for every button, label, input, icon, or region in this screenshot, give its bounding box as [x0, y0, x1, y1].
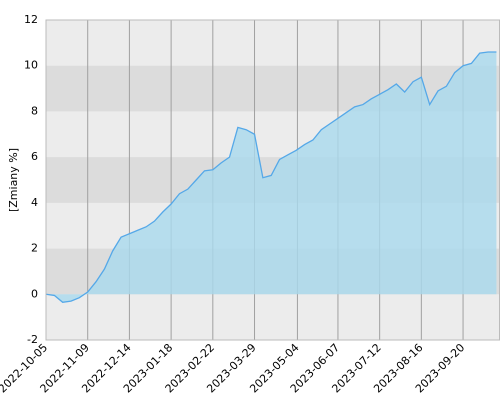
y-tick-label: 8: [31, 104, 38, 117]
area-line: [45, 51, 497, 303]
y-tick-label: 4: [31, 196, 38, 209]
y-tick-label: 2: [31, 242, 38, 255]
y-tick-label: 0: [31, 287, 38, 300]
y-tick-label: 10: [24, 59, 38, 72]
y-tick-label: 12: [24, 13, 38, 26]
area-fill: [46, 52, 497, 303]
y-tick-label: 6: [31, 150, 38, 163]
y-axis-label: [Zmiany %]: [7, 148, 20, 212]
y-tick-label: -2: [27, 333, 38, 346]
